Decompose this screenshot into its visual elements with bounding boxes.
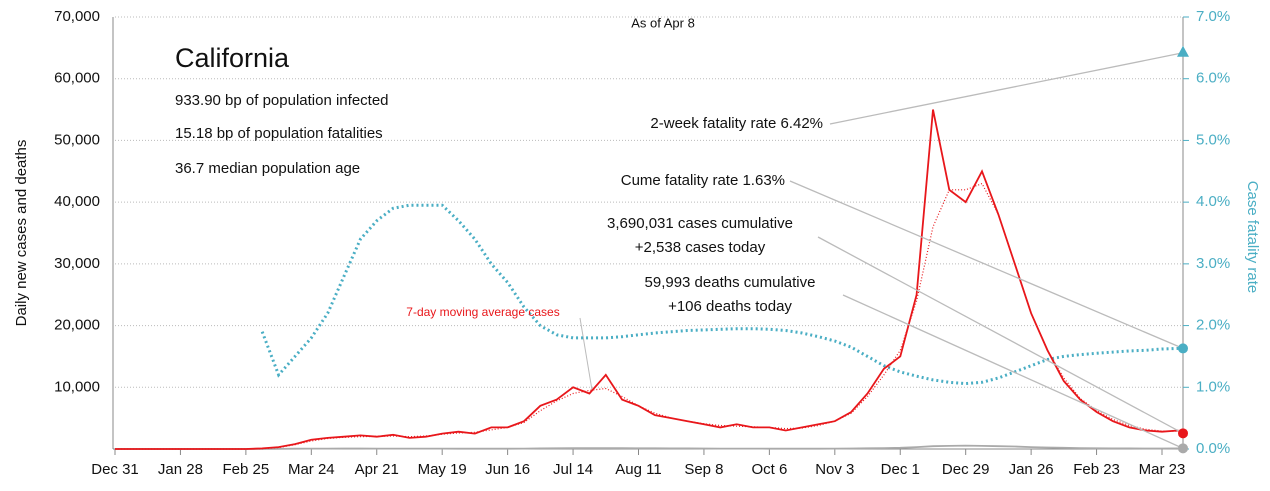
- x-tick-label: Oct 6: [751, 461, 787, 478]
- y2-tick-label: 0.0%: [1196, 440, 1230, 457]
- x-tick-label: Nov 3: [815, 461, 854, 478]
- y2-tick-label: 7.0%: [1196, 8, 1230, 25]
- series-label: 7-day moving average cases: [406, 305, 559, 319]
- annotation: 59,993 deaths cumulative: [645, 274, 816, 291]
- leader-line: [829, 52, 1184, 125]
- annotation: Cume fatality rate 1.63%: [621, 172, 785, 189]
- x-tick-label: Jul 14: [553, 461, 593, 478]
- y-tick-label: 40,000: [54, 193, 100, 210]
- x-tick-label: Mar 24: [288, 461, 335, 478]
- end-marker: [1177, 45, 1189, 57]
- y-tick-label: 20,000: [54, 317, 100, 334]
- annotation: 2-week fatality rate 6.42%: [650, 115, 823, 132]
- x-tick-label: Dec 31: [91, 461, 139, 478]
- x-tick-label: Mar 23: [1139, 461, 1186, 478]
- subtitle: As of Apr 8: [631, 15, 695, 30]
- chart-title: California: [175, 43, 290, 73]
- y2-tick-label: 5.0%: [1196, 131, 1230, 148]
- y-tick-label: 30,000: [54, 255, 100, 272]
- info: 15.18 bp of population fatalities: [175, 125, 383, 142]
- y-tick-label: 70,000: [54, 8, 100, 25]
- annotation: +2,538 cases today: [635, 239, 766, 256]
- pointer: [579, 317, 593, 391]
- y2-tick-label: 2.0%: [1196, 317, 1230, 334]
- x-tick-label: Apr 21: [355, 461, 399, 478]
- y2-tick-label: 1.0%: [1196, 378, 1230, 395]
- x-tick-label: Jan 26: [1009, 461, 1054, 478]
- y2-tick-label: 3.0%: [1196, 255, 1230, 272]
- y2-axis-label: Case fatality rate: [1244, 181, 1261, 294]
- leader-line: [842, 294, 1184, 449]
- info: 36.7 median population age: [175, 160, 360, 177]
- x-tick-label: Feb 23: [1073, 461, 1120, 478]
- end-marker: [1178, 443, 1188, 454]
- y-axis-label: Daily new cases and deaths: [13, 140, 30, 327]
- x-tick-label: Jan 28: [158, 461, 203, 478]
- end-marker: [1178, 428, 1188, 439]
- y2-tick-label: 4.0%: [1196, 193, 1230, 210]
- x-tick-label: Feb 25: [223, 461, 270, 478]
- x-tick-label: Jun 16: [485, 461, 530, 478]
- annotation: +106 deaths today: [668, 298, 792, 315]
- x-tick-label: May 19: [418, 461, 467, 478]
- leader-line: [817, 236, 1184, 434]
- y-tick-label: 50,000: [54, 131, 100, 148]
- series-line: [115, 182, 1179, 450]
- leader-line: [789, 180, 1184, 350]
- x-tick-label: Dec 29: [942, 461, 990, 478]
- info: 933.90 bp of population infected: [175, 92, 389, 109]
- x-tick-label: Sep 8: [684, 461, 723, 478]
- x-tick-label: Dec 1: [881, 461, 920, 478]
- end-marker: [1178, 343, 1188, 354]
- annotation: 3,690,031 cases cumulative: [607, 215, 793, 232]
- y-tick-label: 60,000: [54, 70, 100, 87]
- x-tick-label: Aug 11: [615, 461, 661, 478]
- series-line: [115, 444, 1179, 450]
- y2-tick-label: 6.0%: [1196, 70, 1230, 87]
- y-tick-label: 10,000: [54, 378, 100, 395]
